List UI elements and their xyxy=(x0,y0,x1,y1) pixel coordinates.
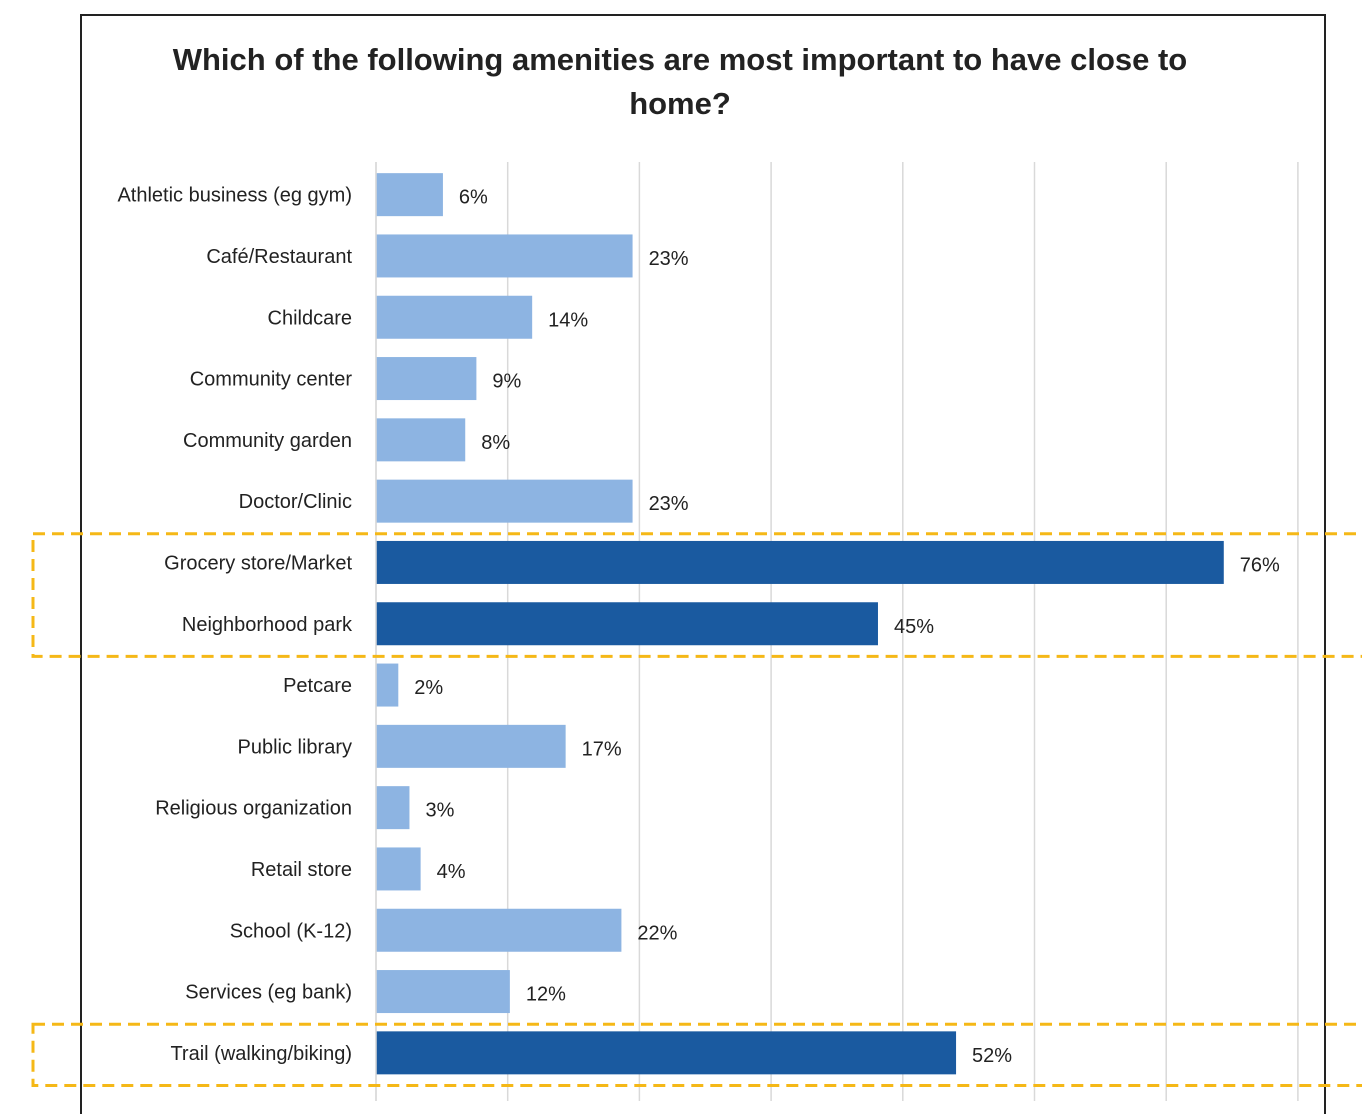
value-label: 4% xyxy=(437,861,466,883)
bar xyxy=(376,234,633,278)
chart-title: Which of the following amenities are mos… xyxy=(172,42,1188,121)
category-label: Public library xyxy=(238,736,352,758)
category-label: Doctor/Clinic xyxy=(239,491,352,513)
bar xyxy=(376,908,622,952)
highlight-box xyxy=(31,532,1362,658)
bar xyxy=(376,602,878,646)
category-label: Religious organization xyxy=(155,798,352,820)
category-label: Community center xyxy=(190,369,353,391)
value-label: 8% xyxy=(481,432,510,454)
category-label: Trail (walking/biking) xyxy=(170,1043,352,1065)
bar xyxy=(376,418,466,462)
bar xyxy=(376,295,533,339)
value-label: 3% xyxy=(425,800,454,822)
category-label: School (K-12) xyxy=(230,920,352,942)
bar xyxy=(376,479,633,523)
bar xyxy=(376,173,443,217)
value-label: 2% xyxy=(414,677,443,699)
value-label: 52% xyxy=(972,1045,1012,1067)
highlight-box xyxy=(31,1022,1362,1087)
value-label: 76% xyxy=(1240,554,1280,576)
bar xyxy=(376,540,1224,584)
value-label: 14% xyxy=(548,309,588,331)
bar xyxy=(376,1031,957,1075)
category-label: Childcare xyxy=(268,307,352,329)
bar xyxy=(376,724,566,768)
category-label: Grocery store/Market xyxy=(164,552,352,574)
category-label: Community garden xyxy=(183,430,352,452)
category-label: Retail store xyxy=(251,859,352,881)
value-label: 23% xyxy=(649,493,689,515)
value-label: 22% xyxy=(637,922,677,944)
value-label: 23% xyxy=(649,248,689,270)
bar xyxy=(376,357,477,401)
category-label: Café/Restaurant xyxy=(206,246,352,268)
value-label: 12% xyxy=(526,984,566,1006)
chart-frame xyxy=(80,14,1326,1114)
value-label: 9% xyxy=(492,371,521,393)
value-label: 6% xyxy=(459,187,488,209)
category-label: Athletic business (eg gym) xyxy=(117,185,352,207)
bar xyxy=(376,847,421,891)
category-label: Neighborhood park xyxy=(182,614,353,636)
value-label: 17% xyxy=(582,738,622,760)
value-label: 45% xyxy=(894,616,934,638)
bar xyxy=(376,786,410,830)
bar xyxy=(376,663,399,707)
bar xyxy=(376,970,510,1014)
category-label: Petcare xyxy=(283,675,352,697)
category-label: Services (eg bank) xyxy=(185,982,352,1004)
